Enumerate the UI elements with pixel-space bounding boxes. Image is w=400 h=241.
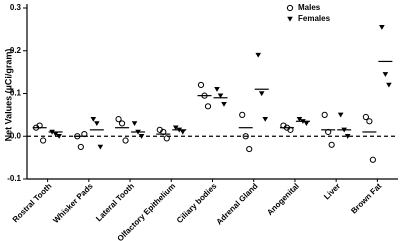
data-point — [369, 156, 376, 163]
data-point — [138, 134, 145, 139]
data-point — [94, 121, 100, 127]
data-point — [90, 116, 97, 122]
data-point — [172, 125, 179, 131]
data-point — [337, 112, 344, 118]
data-point — [115, 116, 122, 123]
legend-marker — [286, 4, 294, 12]
data-point — [328, 141, 335, 148]
y-tick-label: 0.2 — [10, 46, 22, 55]
x-tick-label: Brown Fat — [349, 181, 383, 215]
data-point — [179, 129, 186, 135]
y-tick-label: 0.1 — [10, 89, 22, 98]
data-point — [255, 52, 262, 58]
data-point — [344, 134, 351, 139]
x-tick-label: Lateral Tooth — [94, 181, 136, 223]
data-point — [379, 25, 385, 30]
data-point — [131, 121, 138, 127]
legend-label: Males — [298, 3, 321, 12]
data-point — [366, 118, 373, 125]
x-tick-label: Rostral Tooth — [11, 181, 54, 224]
y-axis-label: Net Values (µCi/gram) — [3, 49, 13, 142]
data-point — [77, 143, 84, 151]
data-point — [386, 82, 392, 88]
data-point — [204, 103, 212, 110]
data-point — [217, 93, 224, 99]
data-point — [52, 131, 59, 137]
data-point — [242, 133, 249, 140]
x-tick-label: Liver — [322, 182, 342, 202]
x-tick-label: Anogenital — [265, 182, 301, 218]
data-point — [246, 145, 253, 153]
data-point — [122, 137, 129, 144]
data-point — [221, 101, 227, 107]
data-point — [258, 91, 265, 97]
data-point — [214, 87, 220, 92]
data-point — [197, 81, 205, 89]
y-tick-label: 0.3 — [10, 3, 22, 12]
legend-marker — [287, 16, 293, 22]
data-point — [118, 120, 126, 127]
data-point — [362, 113, 369, 121]
data-point — [40, 137, 47, 144]
legend-label: Females — [298, 14, 331, 23]
data-point — [56, 134, 62, 139]
data-point — [97, 144, 104, 150]
data-point — [239, 111, 246, 118]
x-tick-label: Whisker Pads — [51, 181, 95, 225]
data-point — [382, 72, 389, 77]
data-point — [303, 121, 310, 127]
data-point — [163, 135, 170, 142]
x-tick-label: Adrenal Gland — [215, 181, 260, 226]
x-tick-label: Ciliary bodies — [175, 181, 219, 225]
y-tick-label: -0.1 — [7, 174, 21, 183]
y-tick-label: 0.0 — [10, 131, 22, 140]
data-point — [296, 116, 303, 122]
data-point — [321, 111, 328, 118]
data-point — [262, 116, 269, 122]
